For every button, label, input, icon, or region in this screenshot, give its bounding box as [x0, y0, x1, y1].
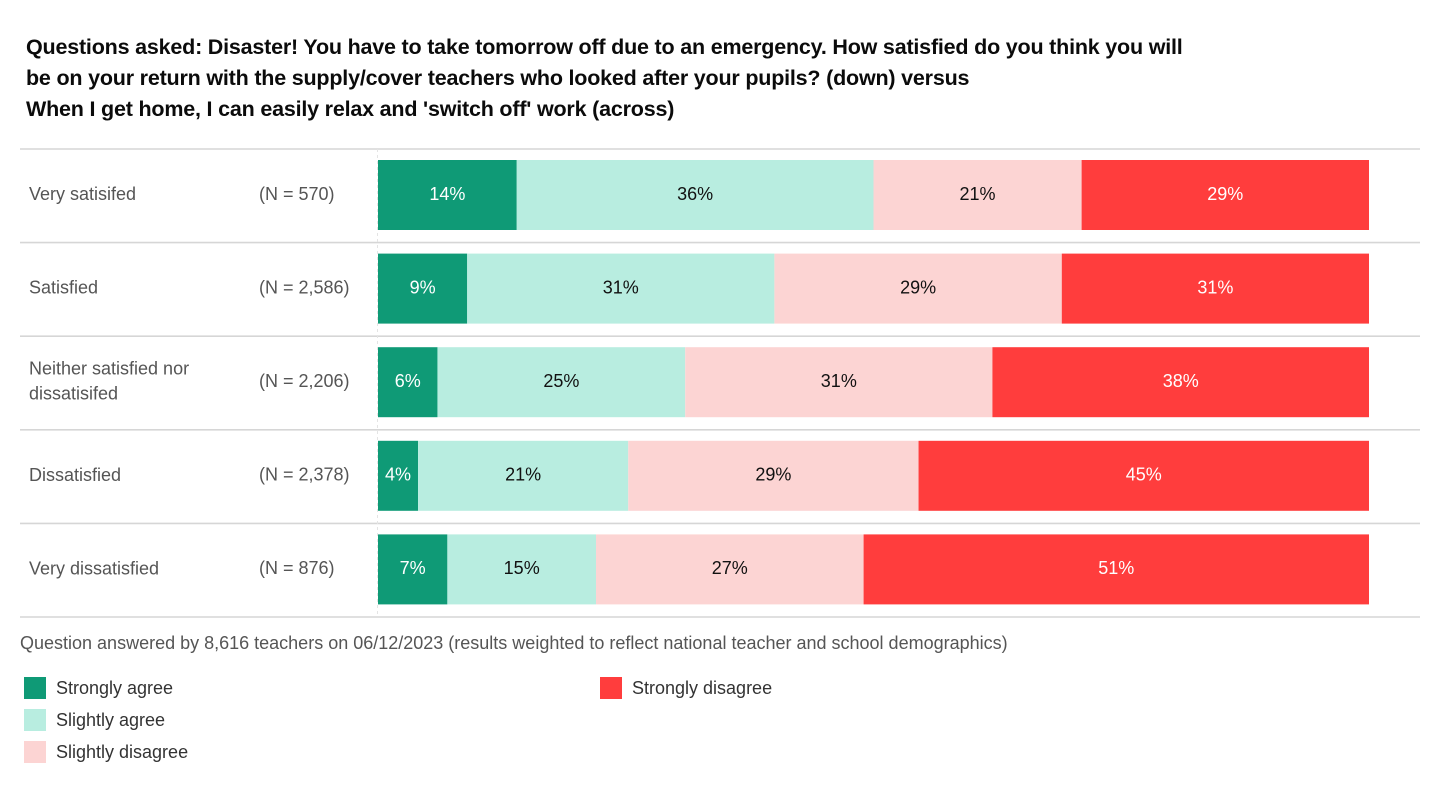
- chart-title-line: be on your return with the supply/cover …: [26, 66, 970, 90]
- bar-segment-strongly-disagree: [992, 347, 1369, 418]
- legend-swatch: [24, 709, 46, 731]
- data-label: 51%: [1098, 558, 1134, 578]
- data-label: 29%: [755, 465, 791, 485]
- legend-item-slightly-disagree: Slightly disagree: [24, 741, 188, 763]
- category-label: Very dissatisfied: [29, 558, 159, 578]
- legend-swatch: [24, 741, 46, 763]
- category-label: Satisfied: [29, 277, 98, 297]
- bar-segment-strongly-disagree: [1081, 160, 1369, 230]
- bar-segment-slightly-disagree: [685, 347, 993, 418]
- category-label: Dissatisfied: [29, 465, 121, 485]
- legend-label: Slightly agree: [56, 709, 166, 730]
- legend-item-strongly-agree: Strongly agree: [24, 677, 173, 699]
- bar-segment-slightly-agree: [447, 534, 597, 605]
- legend-item-slightly-agree: Slightly agree: [24, 709, 165, 731]
- legend-swatch: [600, 677, 622, 699]
- sample-size-label: (N = 2,206): [259, 371, 350, 391]
- data-label: 4%: [385, 465, 411, 485]
- chart-title-line: Questions asked: Disaster! You have to t…: [26, 35, 1183, 59]
- legend-label: Strongly disagree: [632, 677, 773, 698]
- data-label: 21%: [960, 184, 996, 204]
- chart-title-line: When I get home, I can easily relax and …: [26, 97, 675, 121]
- bar-segment-strongly-agree: [378, 534, 448, 605]
- data-label: 9%: [410, 277, 436, 297]
- sample-size-label: (N = 876): [259, 558, 335, 578]
- data-label: 29%: [1207, 184, 1243, 204]
- bar-segment-strongly-disagree: [918, 440, 1369, 511]
- data-label: 7%: [400, 558, 426, 578]
- category-label: Very satisifed: [29, 184, 136, 204]
- bar-segment-slightly-disagree: [596, 534, 864, 605]
- bar-segment-slightly-agree: [418, 440, 629, 511]
- bar-segment-slightly-disagree: [774, 253, 1062, 324]
- bar-segment-strongly-agree: [378, 253, 468, 324]
- sample-size-label: (N = 2,586): [259, 277, 350, 297]
- stacked-bar-chart: Very satisifed (N = 570) 14% 36% 21% 29% Satis…: [20, 148, 1420, 618]
- category-label: Neither satisfied nor dissatisifed: [29, 358, 189, 403]
- bar-segment-strongly-agree: [378, 347, 438, 418]
- data-label: 6%: [395, 371, 421, 391]
- bar-segment-slightly-disagree: [628, 440, 919, 511]
- bar-segment-strongly-agree: [378, 440, 419, 511]
- data-label: 36%: [677, 184, 713, 204]
- bar-segment-slightly-disagree: [873, 160, 1082, 230]
- data-label: 38%: [1163, 371, 1199, 391]
- bar-segment-strongly-disagree: [863, 534, 1369, 605]
- chart-title: Questions asked: Disaster! You have to t…: [26, 32, 1426, 125]
- bar-segment-strongly-agree: [378, 160, 517, 230]
- data-label: 31%: [603, 277, 639, 297]
- data-label: 29%: [900, 277, 936, 297]
- data-label: 27%: [712, 558, 748, 578]
- sample-size-label: (N = 2,378): [259, 465, 350, 485]
- footnote: Question answered by 8,616 teachers on 0…: [20, 633, 1008, 653]
- data-label: 45%: [1126, 465, 1162, 485]
- data-label: 25%: [543, 371, 579, 391]
- data-label: 15%: [504, 558, 540, 578]
- data-label: 21%: [505, 465, 541, 485]
- bar-segment-strongly-disagree: [1061, 253, 1369, 324]
- data-label: 14%: [429, 184, 465, 204]
- sample-size-label: (N = 570): [259, 184, 335, 204]
- data-label: 31%: [1197, 277, 1233, 297]
- data-label: 31%: [821, 371, 857, 391]
- legend-label: Slightly disagree: [56, 741, 189, 762]
- legend-item-strongly-disagree: Strongly disagree: [600, 677, 772, 699]
- bar-segment-slightly-agree: [516, 160, 874, 230]
- bar-segment-slightly-agree: [437, 347, 686, 418]
- legend-label: Strongly agree: [56, 677, 174, 698]
- bar-segment-slightly-agree: [467, 253, 775, 324]
- legend-swatch: [24, 677, 46, 699]
